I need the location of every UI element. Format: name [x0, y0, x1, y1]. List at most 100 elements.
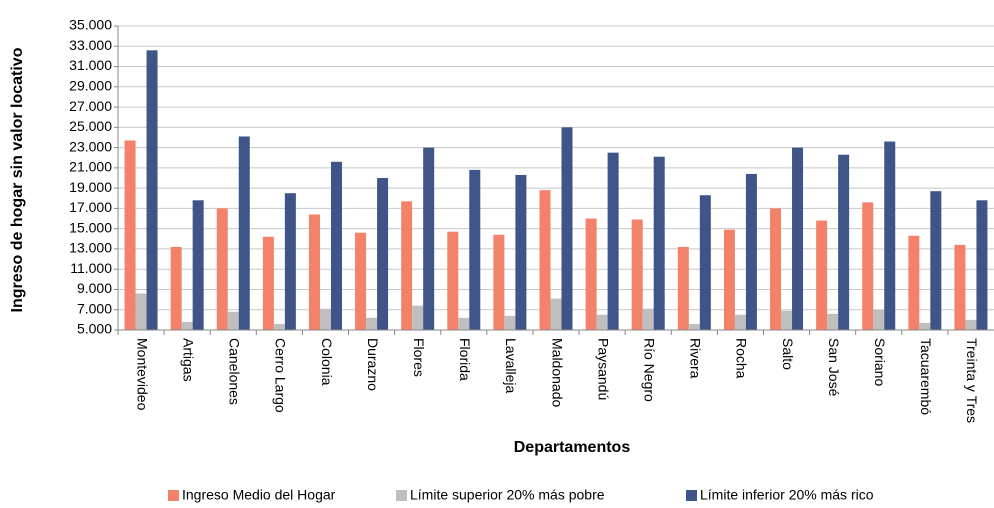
x-tick-label: Río Negro [642, 338, 658, 402]
y-tick-label: 25.000 [69, 118, 112, 134]
y-tick-label: 35.000 [69, 17, 112, 33]
x-tick-label: Lavalleja [503, 338, 519, 393]
bar [585, 218, 597, 330]
legend-label: Límite superior 20% más pobre [410, 487, 605, 503]
bar [262, 236, 274, 330]
x-tick-label: Paysandú [595, 338, 611, 400]
bar [146, 50, 158, 330]
legend-swatch [396, 490, 407, 501]
bar [227, 311, 239, 330]
bar [908, 235, 920, 330]
bar [838, 154, 850, 330]
bar [504, 315, 516, 330]
bar [745, 173, 757, 330]
bar [965, 319, 977, 330]
legend-swatch [168, 490, 179, 501]
bar [366, 317, 378, 330]
bar [873, 309, 885, 330]
x-axis-title: Departamentos [514, 439, 631, 456]
x-tick-label: Durazno [365, 338, 381, 391]
y-tick-label: 33.000 [69, 37, 112, 53]
bar [919, 322, 931, 330]
bar [469, 169, 481, 330]
bar [631, 219, 643, 330]
y-tick-label: 9.000 [77, 280, 112, 296]
x-tick-label: Tacuarembó [918, 338, 934, 415]
x-tick-label: Rocha [734, 338, 750, 379]
bar [827, 313, 839, 330]
y-tick-label: 31.000 [69, 57, 112, 73]
y-tick-label: 15.000 [69, 219, 112, 235]
bar [319, 308, 331, 330]
bar [596, 314, 608, 330]
bar [607, 152, 619, 330]
y-tick-label: 17.000 [69, 199, 112, 215]
x-tick-label: Colonia [319, 338, 335, 386]
bar [816, 220, 828, 330]
bar [216, 208, 228, 330]
legend-swatch [686, 490, 697, 501]
x-tick-label: Soriano [872, 338, 888, 386]
x-tick-label: Montevideo [134, 338, 150, 411]
bar [412, 305, 424, 330]
bar [458, 317, 470, 330]
y-tick-label: 27.000 [69, 98, 112, 114]
legend-label: Límite inferior 20% más rico [700, 487, 874, 503]
bar [561, 127, 573, 330]
x-tick-label: Treinta y Tres [964, 338, 980, 423]
y-tick-label: 23.000 [69, 138, 112, 154]
bar [192, 200, 204, 330]
bar [238, 136, 250, 330]
y-tick-label: 19.000 [69, 179, 112, 195]
x-tick-label: Maldonado [549, 338, 565, 407]
bar [699, 195, 711, 330]
bar [688, 323, 700, 330]
bar [792, 147, 804, 330]
bar [954, 244, 966, 330]
y-tick-label: 13.000 [69, 240, 112, 256]
bar [677, 246, 689, 330]
x-tick-label: Canelones [227, 338, 243, 405]
bar [884, 141, 896, 330]
x-tick-label: Salto [780, 338, 796, 370]
x-tick-label: Cerro Largo [273, 338, 289, 413]
y-tick-label: 11.000 [70, 260, 112, 276]
bar [401, 201, 413, 330]
bar [653, 156, 665, 330]
x-tick-label: Flores [411, 338, 427, 377]
bar [170, 246, 182, 330]
bar [355, 232, 367, 330]
bar [273, 323, 285, 330]
bar [284, 193, 296, 330]
bar [124, 140, 136, 330]
bar [550, 298, 562, 330]
bar [770, 208, 782, 330]
bar [723, 229, 735, 330]
bar [423, 147, 435, 330]
y-tick-label: 5.000 [77, 321, 112, 337]
x-tick-label: Rivera [688, 338, 704, 379]
x-tick-label: Artigas [180, 338, 196, 382]
legend-label: Ingreso Medio del Hogar [182, 487, 336, 503]
bar [181, 321, 193, 330]
bar [135, 293, 147, 330]
bar [930, 191, 942, 330]
bar [862, 202, 874, 330]
bar [642, 308, 654, 330]
bar [976, 200, 988, 330]
bar [493, 234, 505, 330]
y-tick-label: 29.000 [69, 78, 112, 94]
bar [308, 214, 320, 330]
x-tick-label: Florida [457, 338, 473, 381]
y-tick-label: 21.000 [69, 159, 112, 175]
y-axis-title: Ingreso de hogar sin valor locativo [9, 47, 26, 312]
bar [377, 178, 389, 330]
bar [330, 161, 342, 330]
bar [447, 231, 459, 330]
bar [515, 174, 527, 330]
bar [539, 190, 551, 330]
x-tick-label: San José [826, 338, 842, 397]
y-tick-label: 7.000 [77, 300, 112, 316]
bar [734, 314, 746, 330]
